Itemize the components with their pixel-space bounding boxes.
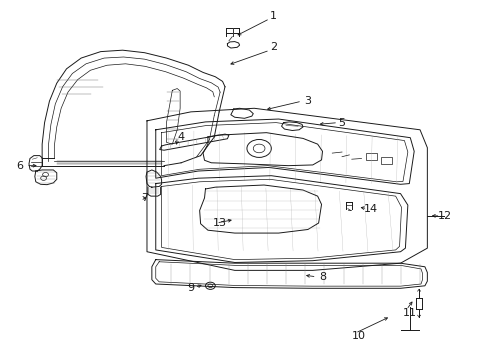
Text: 7: 7 <box>141 193 148 203</box>
Text: 1: 1 <box>270 11 277 21</box>
Text: 2: 2 <box>270 42 277 52</box>
Text: 13: 13 <box>213 218 226 228</box>
Text: 9: 9 <box>187 283 194 293</box>
Text: 4: 4 <box>177 132 184 142</box>
Text: 8: 8 <box>318 272 325 282</box>
Bar <box>380 157 391 164</box>
Bar <box>366 153 376 160</box>
Text: 12: 12 <box>436 211 450 221</box>
Text: 6: 6 <box>17 161 23 171</box>
Text: 3: 3 <box>304 96 311 106</box>
Text: 10: 10 <box>351 331 366 341</box>
Text: 5: 5 <box>338 118 345 128</box>
Text: 11: 11 <box>403 308 416 318</box>
Text: 14: 14 <box>364 204 378 214</box>
